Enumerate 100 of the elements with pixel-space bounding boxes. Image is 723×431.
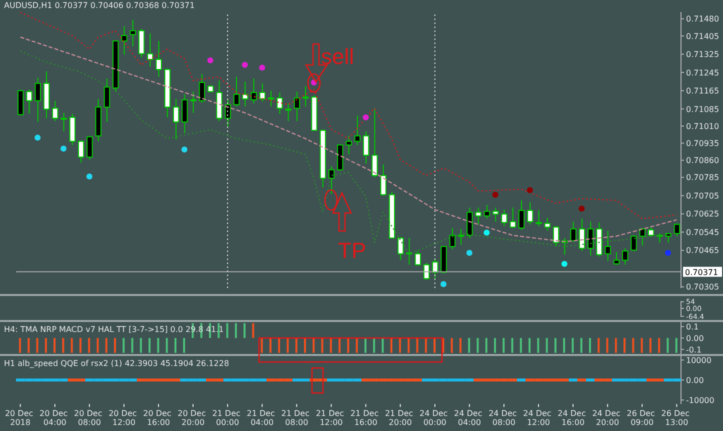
candlestick (354, 115, 360, 146)
candlestick (380, 164, 386, 196)
x-tick-label: 21 Dec 20:00 (384, 409, 416, 427)
point (561, 260, 568, 267)
candlestick (362, 130, 370, 164)
candlestick (458, 228, 464, 246)
point (207, 57, 214, 64)
y-tick-label: 0.70935 (686, 138, 720, 148)
x-tick-label: 24 Dec 16:00 (558, 409, 588, 427)
point (259, 64, 266, 71)
candlestick (302, 86, 309, 107)
y-tick-label: 0.00 (686, 334, 704, 343)
x-tick-label: 24 Dec 12:00 (523, 409, 554, 427)
candlestick (52, 100, 58, 122)
point (440, 281, 446, 288)
point (34, 134, 41, 141)
point (578, 206, 585, 212)
candlestick (78, 140, 84, 164)
x-tick-label: 21 Dec 12:00 (316, 409, 347, 427)
y-tick-label: 0.1 (686, 322, 699, 332)
candlestick (242, 81, 248, 107)
x-tick-label: 20 Dec 16:00 (143, 409, 174, 427)
candlestick (510, 207, 516, 229)
x-tick-label: 24 Dec 20:00 (592, 409, 623, 427)
y-tick-label: 0.70545 (686, 228, 720, 237)
x-tick-label: 21 Dec 04:00 (246, 409, 278, 427)
candlestick (86, 135, 93, 160)
y-tick-label: 0.71325 (686, 50, 720, 60)
point (362, 114, 369, 120)
candlestick (492, 207, 499, 222)
candlestick (172, 98, 180, 140)
candlestick (398, 236, 404, 261)
candlestick (475, 207, 482, 225)
candlestick (552, 226, 560, 247)
candlestick (276, 92, 283, 114)
x-tick-label: 24 Dec 08:00 (488, 409, 520, 427)
x-tick-label: 24 Dec 04:00 (454, 409, 485, 427)
y-tick-label: 0.71010 (686, 122, 720, 131)
y-tick-label: -10000 (686, 396, 714, 405)
candlestick (570, 221, 576, 242)
candlestick (518, 200, 525, 230)
candlestick (156, 40, 162, 78)
y-tick-label: 0.00 (686, 376, 704, 385)
chart-title: H1 alb_speed QQE of rsx2 (1) 42.3903 45.1904 26.1228 (4, 359, 230, 368)
y-tick-label: 0.70465 (686, 246, 720, 256)
candlestick (69, 113, 76, 146)
candlestick (622, 248, 628, 266)
candlestick (466, 207, 473, 239)
chart-title: AUDUSD,H1 0.70377 0.70406 0.70368 0.70371 (4, 1, 195, 10)
candlestick (613, 251, 620, 266)
candlestick (34, 77, 41, 122)
y-tick-label: 0.71405 (686, 32, 720, 41)
candlestick (259, 82, 266, 102)
annotation: sell (321, 44, 354, 69)
candlestick (250, 78, 257, 104)
point (242, 62, 248, 68)
candlestick (604, 230, 611, 262)
x-tick-label: 26 Dec 13:00 (661, 409, 692, 427)
y-tick-label: 0.71165 (686, 86, 720, 96)
x-tick-label: 24 Dec 00:00 (419, 409, 450, 427)
y-tick-label: -0.1 (686, 345, 702, 354)
candlestick (346, 135, 352, 155)
candlestick (328, 166, 335, 194)
x-tick-label: 20 Dec 2018 (4, 409, 36, 427)
x-tick-label: 20 Dec 20:00 (178, 409, 208, 427)
candlestick (268, 90, 274, 107)
candlestick (60, 112, 67, 132)
ref-line-label: 0.70371 (685, 268, 718, 277)
point (466, 250, 472, 256)
candlestick (147, 32, 154, 68)
candlestick (536, 210, 542, 227)
y-tick-label: 0.71480 (686, 14, 720, 24)
candlestick (372, 108, 378, 178)
candlestick (449, 228, 456, 250)
candlestick (484, 204, 490, 220)
point (484, 230, 490, 236)
y-tick-label: 0.71245 (686, 68, 720, 78)
y-tick-label: 0.70305 (686, 282, 720, 292)
candlestick (294, 91, 300, 122)
candlestick (138, 28, 145, 58)
candlestick (190, 91, 196, 114)
candlestick (414, 250, 421, 266)
x-tick-label: 26 Dec 09:00 (626, 409, 658, 427)
candlestick (406, 238, 412, 266)
candlestick (501, 209, 508, 227)
y-tick-label: 0.70625 (686, 210, 720, 219)
candlestick (182, 94, 188, 134)
x-tick-label: 21 Dec 16:00 (350, 409, 382, 427)
point (526, 187, 533, 194)
candlestick (588, 221, 594, 256)
x-tick-label: 21 Dec 00:00 (212, 409, 243, 427)
candlestick (544, 217, 550, 232)
candlestick (130, 19, 136, 47)
candlestick (527, 202, 534, 225)
point (665, 250, 672, 256)
point (60, 146, 66, 152)
point (492, 192, 498, 198)
candlestick (630, 234, 637, 252)
candlestick (578, 218, 586, 252)
annotation: TP (338, 238, 366, 263)
